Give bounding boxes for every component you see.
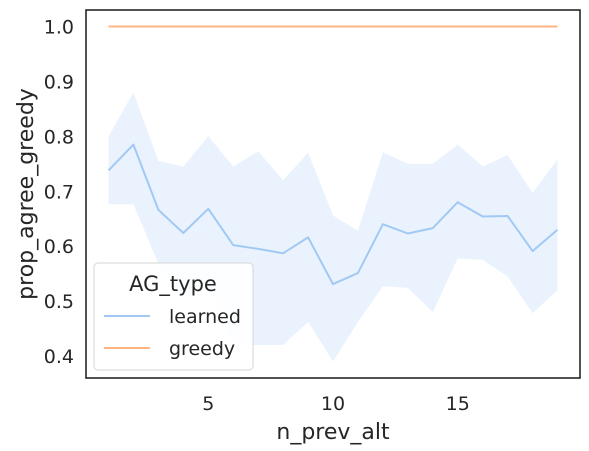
- y-tick-label: 0.6: [44, 236, 74, 258]
- y-tick-label: 0.8: [44, 126, 74, 148]
- plot-frame: [85, 9, 581, 379]
- legend-label-greedy: greedy: [169, 338, 235, 360]
- legend-title: AG_type: [129, 272, 217, 297]
- legend-label-learned: learned: [169, 306, 241, 328]
- x-tick-label: 10: [321, 393, 345, 415]
- y-tick-label: 1.0: [44, 16, 74, 38]
- y-axis-label: prop_agree_greedy: [14, 88, 39, 300]
- x-tick-label: 15: [446, 393, 470, 415]
- y-tick-label: 0.4: [44, 346, 74, 368]
- y-tick-label: 0.7: [44, 181, 74, 203]
- y-axis-ticks: 0.4 0.5 0.6 0.7 0.8 0.9 1.0: [44, 16, 74, 368]
- x-axis-ticks: 5 10 15: [202, 393, 470, 415]
- series-lines: [107, 25, 559, 286]
- x-tick-label: 5: [202, 393, 214, 415]
- y-tick-label: 0.9: [44, 71, 74, 93]
- legend: AG_type learned greedy: [93, 262, 254, 371]
- series-line-learned: [107, 143, 559, 286]
- y-tick-label: 0.5: [44, 291, 74, 313]
- x-axis-label: n_prev_alt: [276, 420, 390, 445]
- legend-box: [93, 262, 254, 371]
